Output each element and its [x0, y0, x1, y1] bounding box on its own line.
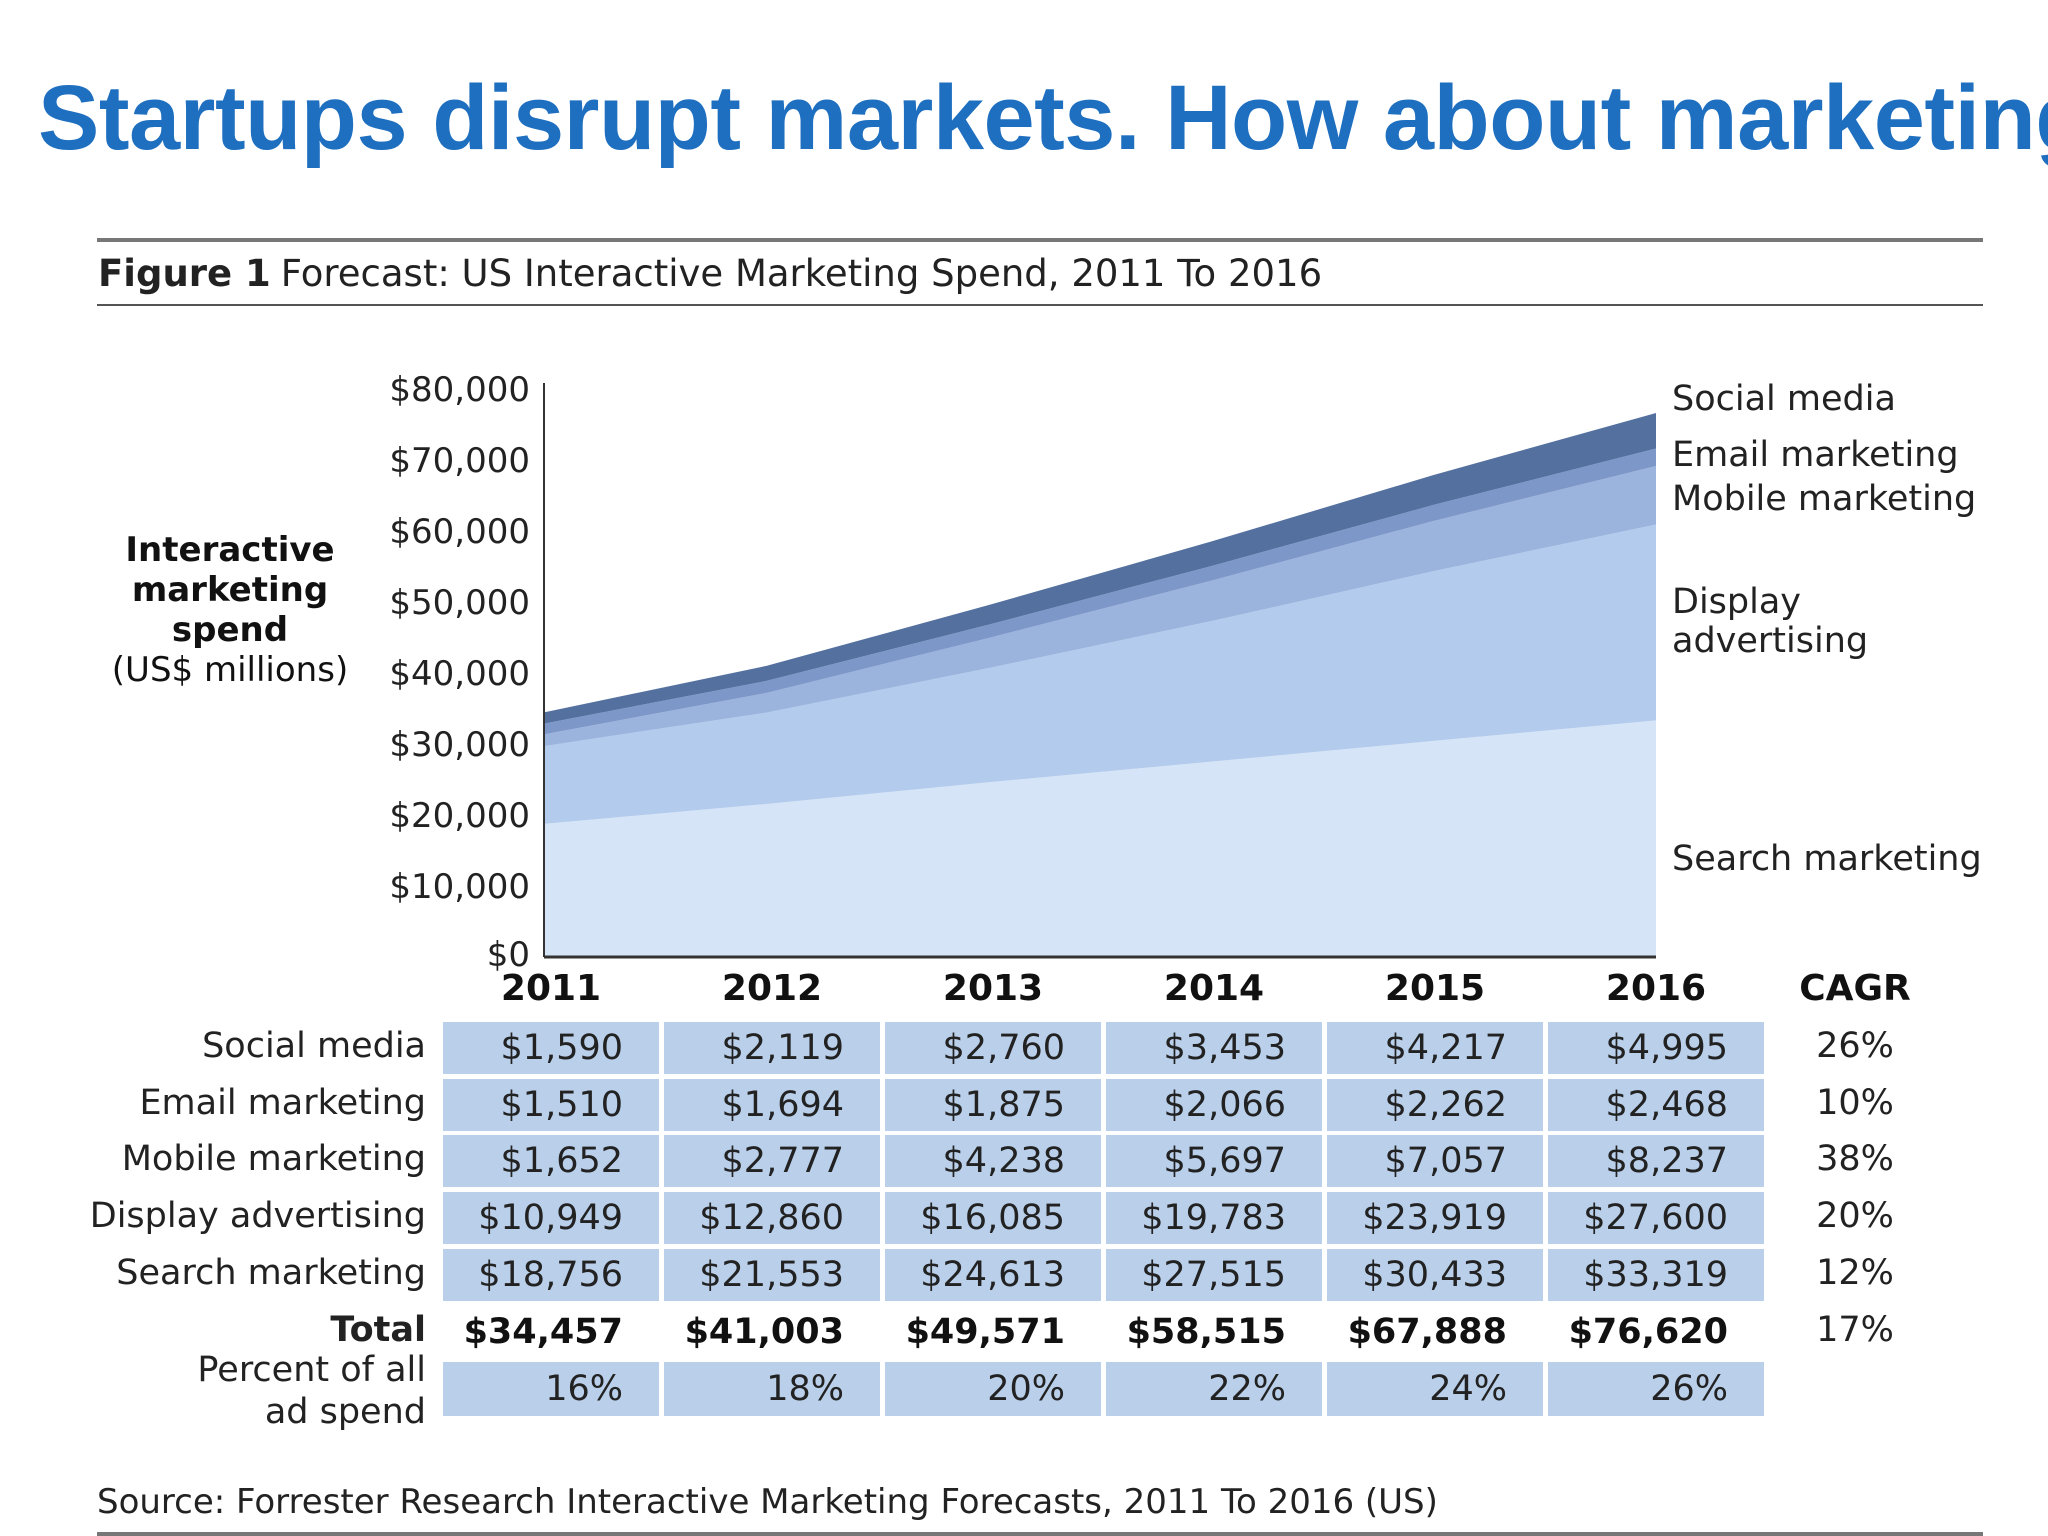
percent-cell: 16%	[443, 1362, 659, 1416]
table-cell: $2,066	[1106, 1079, 1322, 1131]
table-cell: $16,085	[885, 1192, 1101, 1244]
year-header: 2012	[721, 968, 823, 1009]
figure-label: Figure 1	[98, 252, 271, 295]
table-cell: $3,453	[1106, 1022, 1322, 1074]
table-cell: $2,468	[1548, 1079, 1764, 1131]
cagr-cell: 38%	[1816, 1139, 1894, 1179]
y-tick-label: $60,000	[389, 512, 530, 552]
area-display-advertising	[544, 524, 1656, 824]
y-tick-label: $0	[487, 935, 530, 975]
total-cagr-cell: 17%	[1816, 1310, 1894, 1350]
row-label: Mobile marketing	[121, 1139, 426, 1179]
cagr-cell: 10%	[1816, 1083, 1894, 1123]
figure-bottom-rule	[97, 1532, 1983, 1536]
table-cell: $2,760	[885, 1022, 1101, 1074]
table-cell: $24,613	[885, 1249, 1101, 1301]
total-cell: $41,003	[684, 1312, 844, 1352]
figure-source: Source: Forrester Research Interactive M…	[97, 1482, 1438, 1522]
percent-row-label-line2: ad spend	[264, 1392, 426, 1432]
y-axis-title-unit: (US$ millions)	[111, 650, 349, 690]
area-mobile-marketing	[544, 465, 1656, 747]
table-cell: $19,783	[1106, 1192, 1322, 1244]
table-cell: $10,949	[443, 1192, 659, 1244]
area-search-marketing	[544, 720, 1656, 957]
table-cell: $2,777	[664, 1135, 880, 1187]
percent-cell: 20%	[885, 1362, 1101, 1416]
row-label: Display advertising	[89, 1196, 426, 1236]
figure-title-rule	[97, 304, 1983, 306]
row-label: Social media	[202, 1026, 426, 1066]
area-chart: $0 $10,000 $20,000 $30,000 $40,000 $50,000 $60…	[389, 370, 1982, 975]
chart-axes	[543, 383, 1656, 959]
row-label: Search marketing	[116, 1253, 426, 1293]
table-cell: $33,319	[1548, 1249, 1764, 1301]
table-cell: $4,238	[885, 1135, 1101, 1187]
series-label-display-line2: advertising	[1672, 621, 1868, 661]
table-cell: $23,919	[1327, 1192, 1543, 1244]
table-cell: $12,860	[664, 1192, 880, 1244]
cagr-header: CAGR	[1799, 968, 1911, 1009]
table-cell: $27,515	[1106, 1249, 1322, 1301]
year-header: 2011	[500, 968, 602, 1009]
series-label-search-marketing: Search marketing	[1672, 839, 1982, 879]
y-tick-label: $80,000	[389, 370, 530, 410]
figure-top-rule	[97, 238, 1983, 242]
table-cell: $5,697	[1106, 1135, 1322, 1187]
figure-title: Figure 1 Forecast: US Interactive Marketi…	[98, 252, 1322, 295]
table-cell: $4,995	[1548, 1022, 1764, 1074]
table-cell: $1,694	[664, 1079, 880, 1131]
percent-row-label-line1: Percent of all	[197, 1350, 426, 1390]
figure-title-text: Forecast: US Interactive Marketing Spend…	[280, 252, 1323, 295]
percent-cell: 22%	[1106, 1362, 1322, 1416]
area-social-media	[544, 413, 1656, 724]
table-cell: $18,756	[443, 1249, 659, 1301]
year-header: 2014	[1163, 968, 1265, 1009]
percent-cell: 26%	[1548, 1362, 1764, 1416]
table-cell: $8,237	[1548, 1135, 1764, 1187]
table-cell: $30,433	[1327, 1249, 1543, 1301]
year-header: 2013	[942, 968, 1044, 1009]
y-axis-title-bold: Interactive marketing spend	[125, 530, 335, 650]
table-cell: $2,119	[664, 1022, 880, 1074]
table-cell: $4,217	[1327, 1022, 1543, 1074]
y-tick-label: $70,000	[389, 441, 530, 481]
slide-title: Startups disrupt markets. How about mark…	[38, 67, 2048, 169]
table-cell: $1,652	[443, 1135, 659, 1187]
chart-y-ticks: $0 $10,000 $20,000 $30,000 $40,000 $50,000 $60…	[389, 370, 530, 975]
cagr-cell: 26%	[1816, 1026, 1894, 1066]
total-cell: $49,571	[905, 1312, 1065, 1352]
y-tick-label: $10,000	[389, 867, 530, 907]
total-cell: $34,457	[463, 1312, 623, 1352]
y-tick-label: $20,000	[389, 796, 530, 836]
table-cell: $1,510	[443, 1079, 659, 1131]
y-tick-label: $30,000	[389, 725, 530, 765]
year-header: 2015	[1384, 968, 1486, 1009]
year-header: 2016	[1605, 968, 1707, 1009]
series-label-display-line1: Display	[1672, 582, 1801, 622]
series-label-email-marketing: Email marketing	[1672, 435, 1959, 475]
area-email-marketing	[544, 448, 1656, 735]
row-label: Email marketing	[139, 1083, 426, 1123]
total-cell: $67,888	[1347, 1312, 1507, 1352]
table-cell: $2,262	[1327, 1079, 1543, 1131]
percent-cell: 18%	[664, 1362, 880, 1416]
total-row-label: Total	[330, 1310, 426, 1350]
series-label-social-media: Social media	[1672, 379, 1896, 419]
total-cell: $58,515	[1126, 1312, 1286, 1352]
table-cell: $7,057	[1327, 1135, 1543, 1187]
percent-cell: 24%	[1327, 1362, 1543, 1416]
y-tick-label: $40,000	[389, 654, 530, 694]
cagr-cell: 20%	[1816, 1196, 1894, 1236]
total-cell: $76,620	[1568, 1312, 1728, 1352]
y-axis-title: Interactive marketing spend (US$ million…	[100, 530, 360, 690]
cagr-cell: 12%	[1816, 1253, 1894, 1293]
table-cell: $27,600	[1548, 1192, 1764, 1244]
y-tick-label: $50,000	[389, 583, 530, 623]
table-cell: $1,875	[885, 1079, 1101, 1131]
table-cell: $1,590	[443, 1022, 659, 1074]
series-label-mobile-marketing: Mobile marketing	[1672, 479, 1976, 519]
chart-areas	[544, 413, 1656, 957]
table-cell: $21,553	[664, 1249, 880, 1301]
